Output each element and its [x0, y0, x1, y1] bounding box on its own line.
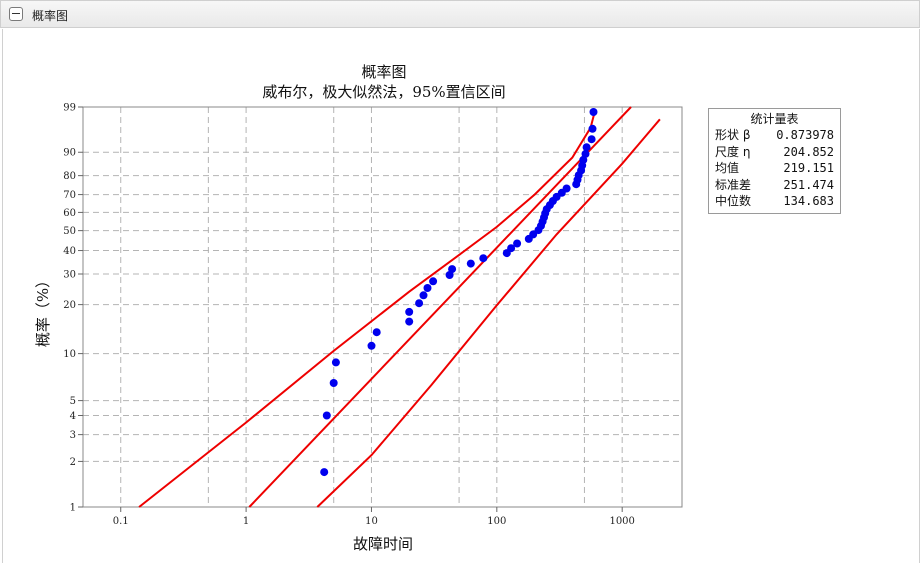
- y-tick-label: 20: [63, 300, 76, 311]
- y-tick-label: 4: [70, 411, 76, 422]
- stats-value: 134.683: [783, 194, 834, 208]
- data-point: [479, 254, 488, 263]
- data-point: [320, 468, 329, 477]
- y-tick-label: 5: [70, 396, 76, 407]
- data-point: [429, 277, 438, 286]
- lower-confidence-line: [316, 118, 661, 508]
- data-point: [448, 265, 457, 274]
- data-point: [405, 307, 414, 316]
- data-point: [587, 135, 596, 144]
- x-axis: 0.1 1 10 100 1000: [113, 507, 635, 527]
- data-point: [322, 411, 331, 420]
- stats-value: 204.852: [783, 144, 834, 159]
- y-axis: 1 2 3 4 5 10 20 30 40 50 60 70 80 90 99: [63, 103, 83, 514]
- grid: [83, 107, 682, 507]
- stats-value: 251.474: [783, 177, 834, 192]
- x-tick-label: 1: [243, 516, 249, 527]
- x-tick-label: 0.1: [113, 516, 129, 527]
- fit-line: [248, 106, 632, 508]
- chart-title: 概率图: [361, 63, 406, 81]
- y-tick-label: 60: [63, 208, 76, 219]
- data-point: [329, 379, 338, 387]
- confidence-lines: [138, 106, 661, 508]
- data-point: [405, 317, 414, 326]
- stats-label: 均值: [715, 161, 740, 175]
- data-point: [423, 284, 432, 292]
- x-tick-label: 1000: [609, 516, 634, 527]
- y-tick-label: 99: [63, 103, 76, 114]
- data-point: [415, 299, 424, 308]
- data-point: [372, 328, 381, 337]
- stats-value: 0.873978: [776, 128, 834, 142]
- stats-value: 219.151: [783, 161, 834, 175]
- y-tick-label: 3: [70, 430, 76, 441]
- stats-label: 形状 β: [715, 128, 751, 142]
- data-point: [513, 239, 522, 248]
- stats-row-stddev: 标准差 251.474: [709, 177, 840, 194]
- y-tick-label: 2: [70, 457, 76, 468]
- stats-label: 尺度 η: [715, 144, 751, 159]
- data-point: [582, 143, 591, 152]
- data-point: [562, 184, 571, 193]
- y-tick-label: 80: [63, 171, 76, 182]
- data-point: [579, 155, 588, 164]
- y-tick-label: 10: [63, 349, 76, 360]
- data-points: [320, 108, 598, 477]
- data-point: [419, 291, 428, 300]
- x-tick-label: 10: [365, 516, 378, 527]
- data-point: [466, 259, 475, 268]
- x-tick-label: 100: [487, 516, 506, 527]
- stats-row-median: 中位数 134.683: [709, 193, 840, 210]
- y-tick-label: 40: [63, 246, 76, 257]
- y-tick-label: 50: [63, 226, 76, 237]
- stats-row-mean: 均值 219.151: [709, 160, 840, 177]
- panel-title: 概率图: [32, 9, 69, 23]
- data-point: [331, 358, 340, 367]
- data-point: [589, 108, 598, 116]
- y-tick-label: 90: [63, 148, 76, 159]
- chart-panel: [2, 29, 920, 563]
- data-point: [588, 124, 597, 133]
- y-tick-label: 70: [63, 190, 76, 201]
- data-point: [367, 341, 376, 350]
- statistics-table: 统计量表 形状 β 0.873978 尺度 η 204.852 均值 219.151 …: [708, 108, 841, 214]
- y-tick-label: 30: [63, 269, 76, 280]
- stats-row-shape: 形状 β 0.873978: [709, 127, 840, 144]
- stats-label: 中位数: [715, 194, 752, 208]
- collapse-button[interactable]: [9, 7, 23, 21]
- chart-subtitle: 威布尔，极大似然法，95%置信区间: [262, 83, 505, 101]
- stats-row-scale: 尺度 η 204.852: [709, 144, 840, 161]
- y-axis-label: 概率（%）: [34, 273, 52, 347]
- stats-label: 标准差: [715, 177, 752, 192]
- x-axis-label: 故障时间: [353, 535, 413, 553]
- data-point: [581, 149, 590, 158]
- data-point: [507, 244, 516, 253]
- y-tick-label: 1: [70, 503, 76, 514]
- data-point: [529, 230, 538, 239]
- statistics-title: 统计量表: [750, 112, 799, 126]
- panel-header: 概率图: [0, 0, 920, 28]
- plot-frame: [82, 106, 683, 508]
- upper-confidence-line: [138, 112, 596, 508]
